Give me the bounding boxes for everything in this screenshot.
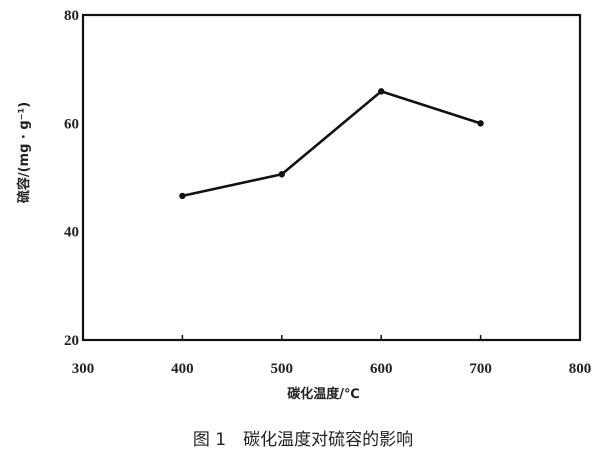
y-tick-label: 20 — [64, 333, 79, 349]
x-tick-label: 500 — [271, 361, 294, 377]
figure-caption: 图 1 碳化温度对硫容的影响 — [193, 430, 413, 450]
data-point — [378, 88, 385, 95]
x-tick-label: 300 — [72, 361, 95, 377]
x-tick-label: 600 — [370, 361, 393, 377]
x-axis-label: 碳化温度/℃ — [287, 386, 360, 402]
data-point — [179, 192, 186, 200]
y-tick-label: 80 — [64, 8, 79, 24]
series-line — [182, 90, 481, 198]
plot-frame — [81, 13, 582, 342]
data-point — [278, 171, 285, 178]
data-point — [477, 120, 484, 127]
y-tick-label: 40 — [64, 225, 79, 241]
x-tick-label: 400 — [171, 361, 194, 377]
y-tick-label: 60 — [64, 116, 79, 132]
y-axis-label: 硫容/(mg · g⁻¹) — [16, 102, 32, 203]
x-tick-label: 800 — [569, 361, 592, 377]
x-tick-label: 700 — [469, 361, 492, 377]
